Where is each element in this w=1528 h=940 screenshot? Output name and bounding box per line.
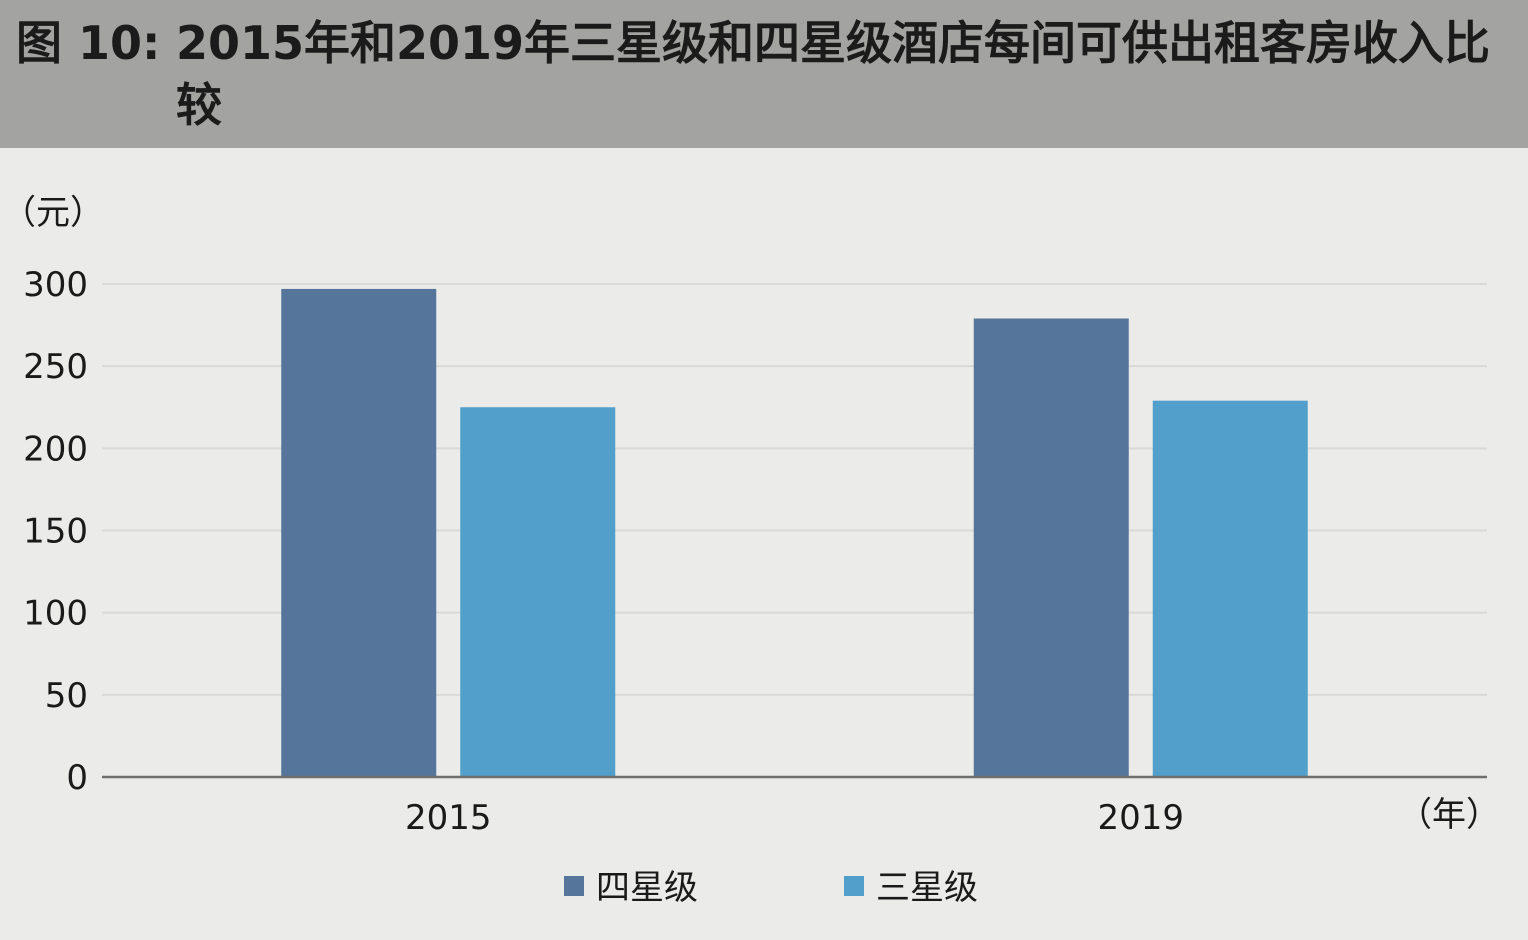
axes: 0 50 100 150 200 250 300 2015 2019: [23, 265, 1487, 838]
bar-三星级-2015: [460, 407, 616, 777]
bar-四星级-2015: [281, 288, 437, 777]
bar-三星级-2019: [1152, 400, 1308, 777]
legend-swatch: [564, 876, 584, 896]
y-tick-label: 50: [45, 676, 88, 716]
legend-label: 四星级: [596, 868, 698, 908]
y-tick-label: 150: [23, 512, 88, 552]
y-tick-label: 200: [23, 429, 88, 469]
y-tick-label: 250: [23, 347, 88, 387]
legend-swatch: [844, 876, 864, 896]
y-tick-label: 100: [23, 594, 88, 634]
bars: [281, 288, 1308, 777]
x-tick-label: 2015: [405, 798, 492, 838]
y-axis-unit-label: （元）: [2, 193, 104, 233]
figure-label: 图 10:: [16, 16, 161, 70]
figure-title: 2015年和2019年三星级和四星级酒店每间可供出租客房收入比较: [176, 16, 1491, 132]
bar-chart: 0 50 100 150 200 250 300 2015 2019 （元） （年） 四星级 三星…: [2, 193, 1500, 908]
y-tick-label: 0: [66, 758, 88, 798]
bar-四星级-2019: [973, 318, 1129, 777]
legend-label: 三星级: [876, 868, 978, 908]
y-tick-label: 300: [23, 265, 88, 305]
legend: 四星级 三星级: [564, 868, 978, 908]
figure-header: 图 10: 2015年和2019年三星级和四星级酒店每间可供出租客房收入比较: [0, 0, 1528, 148]
x-tick-label: 2019: [1097, 798, 1184, 838]
x-axis-unit-label: （年）: [1398, 795, 1500, 835]
